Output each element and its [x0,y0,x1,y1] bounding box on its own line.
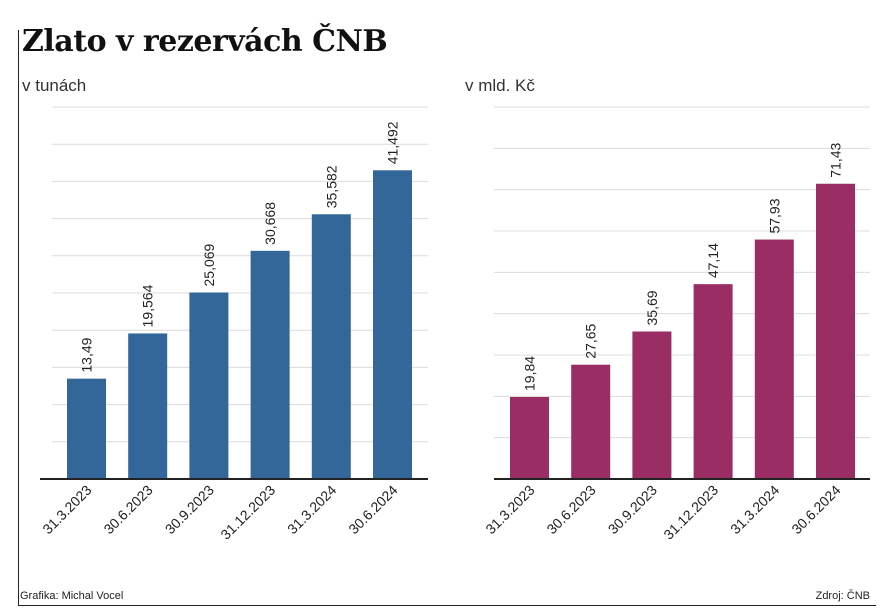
data-label: 19,84 [522,356,538,391]
right-chart-subtitle: v mld. Kč [465,76,535,95]
left-chart-subtitle: v tunách [22,76,87,95]
x-tick-label: 31.3.2023 [482,482,538,538]
data-label: 30,668 [262,202,278,245]
bar-30.6.2023 [128,333,168,479]
x-tick-label: 30.6.2023 [543,482,599,538]
frame-bottom-border [18,605,876,606]
x-tick-label: 30.9.2023 [605,482,661,538]
bar-31.12.2023 [250,250,290,479]
data-label: 47,14 [705,243,721,278]
data-label: 35,582 [323,165,339,208]
data-label: 71,43 [828,143,844,178]
bar-31.12.2023 [693,284,733,479]
bar-31.3.2024 [754,239,794,479]
chart-title: Zlato v rezervách ČNB [22,24,388,59]
bar-30.9.2023 [632,331,672,479]
bar-30.9.2023 [189,292,229,479]
x-tick-label: 31.3.2024 [727,482,783,538]
bar-30.6.2024 [816,183,855,480]
data-label: 35,69 [644,290,660,325]
data-label: 19,564 [140,284,156,327]
bar-31.3.2023 [67,378,106,479]
data-label: 25,069 [201,243,217,286]
data-label: 57,93 [766,198,782,233]
bar-31.3.2024 [311,214,351,480]
bar-30.6.2023 [571,364,611,479]
data-label: 13,49 [79,337,95,372]
data-label: 27,65 [583,323,599,358]
x-tick-label: 30.6.2024 [788,482,844,538]
footer-credit: Grafika: Michal Vocel [20,590,124,602]
frame-left-border [18,30,19,606]
x-tick-label: 31.12.2023 [660,482,721,543]
bar-30.6.2024 [373,170,412,480]
bar-31.3.2023 [510,396,549,479]
footer-source: Zdroj: ČNB [815,590,870,602]
data-label: 41,492 [385,121,401,164]
